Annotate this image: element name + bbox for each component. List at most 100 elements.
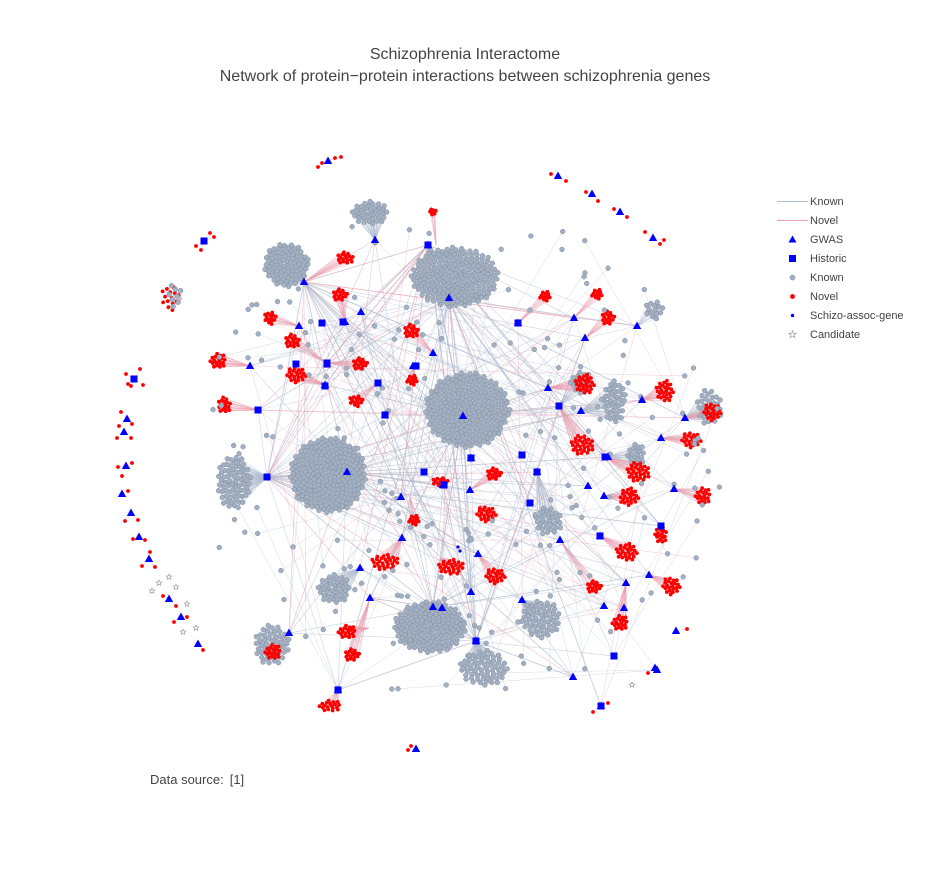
known-node — [394, 592, 401, 599]
novel-node — [351, 625, 356, 629]
known-edge — [257, 409, 268, 478]
novel-edge — [350, 597, 371, 659]
known-node — [424, 401, 431, 407]
known-edge — [346, 471, 479, 555]
known-node — [260, 659, 266, 665]
novel-node — [348, 401, 353, 405]
known-node — [545, 632, 551, 638]
known-edge — [432, 574, 650, 608]
novel-node — [165, 299, 170, 303]
known-node — [386, 507, 392, 513]
novel-node — [348, 396, 353, 401]
novel-node — [667, 391, 672, 396]
novel-node — [443, 569, 448, 574]
known-node — [354, 495, 360, 502]
known-node — [453, 640, 459, 647]
novel-edge — [303, 262, 341, 283]
novel-edge — [274, 319, 300, 327]
novel-node — [477, 506, 482, 510]
novel-node — [578, 388, 583, 392]
known-node — [247, 474, 254, 481]
novel-node — [491, 466, 495, 470]
novel-node — [227, 408, 232, 412]
known-node — [531, 346, 537, 353]
novel-node — [707, 492, 712, 497]
novel-edge — [257, 244, 429, 411]
known-node — [502, 685, 509, 692]
novel-node — [433, 208, 438, 213]
known-node — [281, 282, 287, 288]
novel-node — [296, 343, 300, 348]
novel-node — [607, 321, 612, 326]
novel-edge — [408, 496, 411, 522]
novel-edge — [673, 488, 705, 503]
novel-node — [625, 467, 630, 472]
known-node — [305, 261, 311, 267]
known-node — [644, 311, 650, 317]
novel-edge — [529, 417, 653, 504]
known-edge — [324, 384, 519, 623]
known-node — [414, 634, 420, 640]
novel-node — [491, 578, 496, 583]
known-node — [355, 218, 362, 224]
novel-node — [276, 654, 281, 659]
known-node — [417, 647, 424, 654]
novel-node — [575, 387, 580, 392]
novel-node — [341, 259, 346, 264]
known-node — [582, 666, 588, 672]
known-edge — [303, 281, 479, 555]
known-node — [335, 425, 341, 432]
known-node — [265, 622, 271, 629]
known-edge — [396, 437, 662, 499]
novel-node — [395, 556, 400, 561]
known-node — [263, 432, 270, 439]
known-node — [430, 429, 436, 435]
chart-title-block: Schizophrenia Interactome Network of pro… — [0, 44, 930, 88]
novel-node — [411, 382, 416, 387]
novel-node — [662, 398, 667, 403]
novel-node — [208, 359, 213, 364]
novel-node — [335, 699, 340, 704]
known-node — [549, 627, 555, 634]
novel-node — [627, 475, 632, 479]
known-edge — [475, 317, 575, 642]
known-edge — [684, 417, 705, 424]
novel-node — [224, 397, 229, 402]
novel-node — [297, 368, 301, 372]
known-node — [632, 441, 638, 448]
novel-node — [677, 585, 682, 590]
novel-edge — [384, 454, 523, 503]
known-node — [359, 455, 365, 462]
known-edge — [599, 440, 696, 537]
known-node — [557, 512, 563, 519]
novel-node — [693, 494, 698, 499]
novel-node — [455, 571, 460, 576]
novel-node — [578, 447, 583, 452]
known-edge — [256, 507, 339, 691]
known-node — [648, 590, 654, 596]
novel-node — [656, 539, 660, 544]
chart-subtitle: Network of protein−protein interactions … — [219, 68, 711, 85]
known-node — [245, 466, 251, 473]
novel-node — [709, 402, 713, 407]
novel-node — [623, 615, 628, 620]
novel-node — [623, 554, 628, 559]
novel-edge — [558, 405, 585, 452]
known-edge — [334, 567, 361, 575]
known-node — [392, 624, 398, 631]
novel-node — [483, 505, 487, 510]
novel-node — [405, 379, 409, 384]
known-node — [349, 209, 356, 215]
known-node — [361, 463, 367, 470]
novel-node — [620, 555, 625, 560]
novel-edge — [271, 323, 300, 327]
novel-node — [494, 477, 498, 481]
known-node — [341, 597, 348, 603]
novel-node — [385, 565, 390, 569]
known-node — [435, 247, 441, 253]
novel-node — [663, 580, 667, 585]
known-node — [551, 602, 557, 608]
novel-node — [627, 541, 632, 546]
novel-node — [633, 489, 638, 494]
